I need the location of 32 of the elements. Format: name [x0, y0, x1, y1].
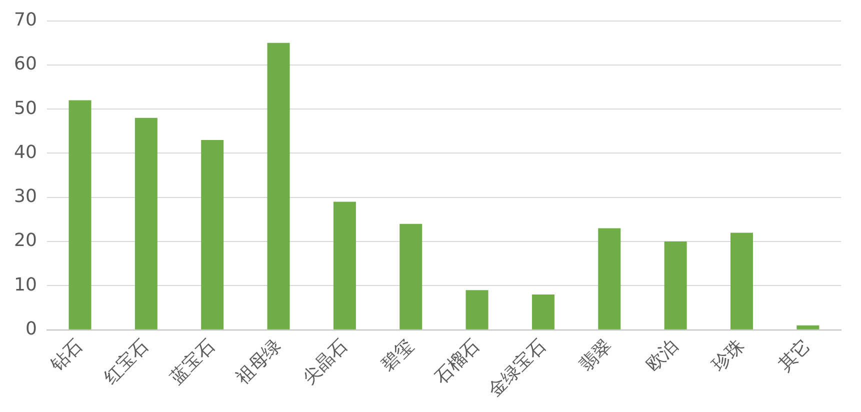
x-tick-label: 红宝石 — [100, 335, 154, 388]
x-tick-label: 蓝宝石 — [166, 335, 220, 388]
x-tick-label: 钻石 — [46, 335, 87, 376]
bar — [400, 224, 422, 330]
x-tick-label: 祖母绿 — [232, 335, 286, 388]
bar — [267, 42, 290, 330]
x-tick-label: 尖晶石 — [298, 335, 352, 388]
x-tick-label: 其它 — [774, 335, 815, 376]
bar — [68, 100, 92, 330]
bar — [201, 140, 224, 330]
y-tick-label: 50 — [14, 98, 37, 119]
bar — [598, 228, 621, 330]
x-tick-label: 欧泊 — [642, 335, 682, 376]
y-tick-label: 0 — [25, 318, 37, 340]
x-tick-label: 石榴石 — [430, 335, 484, 388]
y-tick-label: 60 — [14, 54, 37, 75]
y-tick-label: 10 — [14, 274, 37, 296]
bar — [730, 232, 753, 330]
y-tick-label: 70 — [14, 9, 37, 30]
bar — [796, 325, 820, 330]
bar — [466, 290, 488, 330]
x-tick-label: 金绿宝石 — [484, 335, 550, 402]
bar — [532, 294, 554, 330]
bar — [134, 118, 158, 330]
y-tick-label: 30 — [14, 186, 37, 208]
y-tick-label: 20 — [14, 230, 37, 252]
x-tick-label: 翡翠 — [576, 335, 616, 376]
x-tick-label: 珍珠 — [708, 335, 749, 376]
bar — [333, 202, 356, 330]
x-tick-label: 碧玺 — [377, 335, 418, 376]
y-tick-label: 40 — [14, 142, 37, 163]
bar — [664, 242, 687, 330]
